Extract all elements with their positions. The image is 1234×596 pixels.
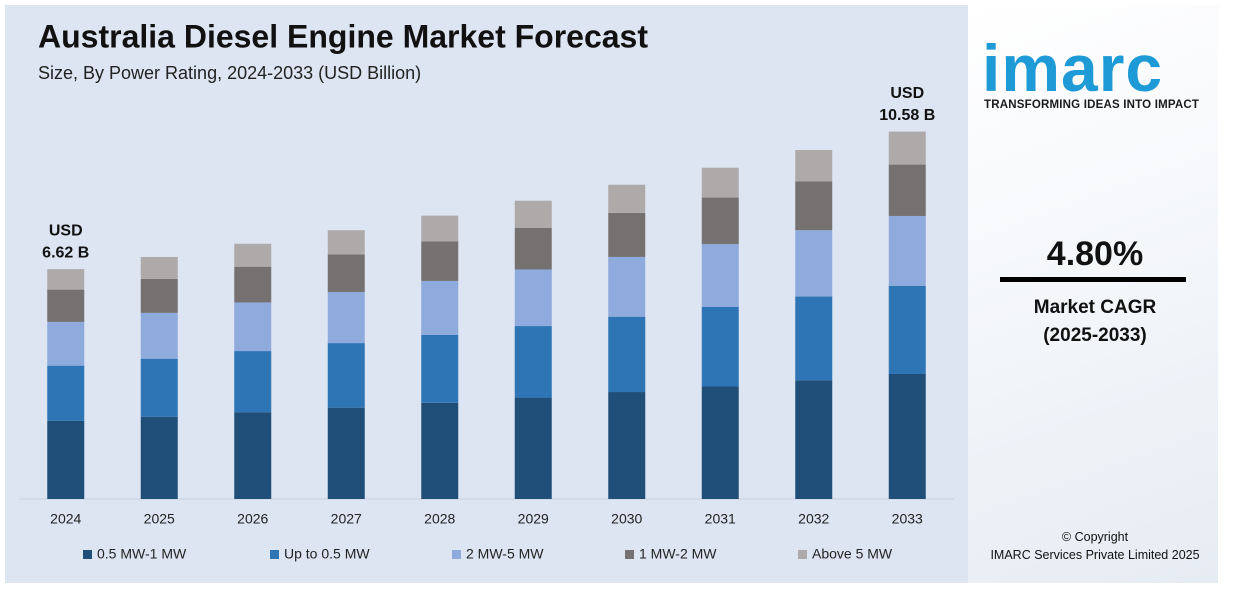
bar-segment xyxy=(327,230,365,255)
x-tick-label: 2030 xyxy=(611,511,642,527)
legend-swatch xyxy=(270,550,279,559)
bar-segment xyxy=(795,149,833,182)
cagr-period: (2025-2033) xyxy=(1043,325,1147,346)
bar-segment xyxy=(421,215,459,242)
bar-segment xyxy=(327,407,365,499)
bar-segment xyxy=(47,420,85,499)
legend-swatch xyxy=(798,550,807,559)
bar-segment xyxy=(47,269,85,290)
bar-segment xyxy=(608,184,646,213)
bar-segment xyxy=(327,292,365,344)
bar-segment xyxy=(140,256,178,279)
bar-segment xyxy=(795,181,833,231)
bar-segment xyxy=(421,241,459,281)
bar-segment xyxy=(795,296,833,381)
total-label: USD xyxy=(49,222,83,239)
bar-segment xyxy=(421,402,459,499)
bar-segment xyxy=(888,164,926,216)
bar-segment xyxy=(888,131,926,165)
bar-segment xyxy=(327,343,365,408)
legend-swatch xyxy=(625,550,634,559)
bar-segment xyxy=(514,200,552,228)
x-tick-label: 2033 xyxy=(892,511,923,527)
bar-segment xyxy=(701,386,739,499)
legend-swatch xyxy=(452,550,461,559)
bar-segment xyxy=(701,167,739,198)
bar-segment xyxy=(421,280,459,335)
cagr-label: Market CAGR xyxy=(1033,297,1157,318)
tagline: TRANSFORMING IDEAS INTO IMPACT xyxy=(984,99,1200,111)
bar-segment xyxy=(888,215,926,286)
bar-segment xyxy=(701,244,739,307)
bar-segment xyxy=(140,416,178,499)
bar-segment xyxy=(701,197,739,245)
total-label: 10.58 B xyxy=(879,107,935,124)
bar-segment xyxy=(327,254,365,293)
divider xyxy=(1000,277,1186,282)
x-tick-label: 2028 xyxy=(424,511,455,527)
x-tick-label: 2029 xyxy=(518,511,549,527)
legend-label: Up to 0.5 MW xyxy=(284,546,370,562)
cagr-value: 4.80% xyxy=(1046,235,1144,273)
x-tick-label: 2026 xyxy=(237,511,268,527)
sidebar: imarc TRANSFORMING IDEAS INTO IMPACT 4.8… xyxy=(968,5,1218,583)
bar-segment xyxy=(234,243,272,267)
legend-label: 0.5 MW-1 MW xyxy=(97,546,187,562)
bar-segment xyxy=(514,397,552,499)
bar-segment xyxy=(514,326,552,398)
bar-segment xyxy=(234,266,272,303)
x-tick-label: 2024 xyxy=(50,511,81,527)
company: IMARC Services Private Limited 2025 xyxy=(990,548,1200,562)
bar-segment xyxy=(795,380,833,499)
bar-segment xyxy=(140,278,178,313)
bar-segment xyxy=(234,302,272,352)
bar-segment xyxy=(234,412,272,499)
x-tick-label: 2025 xyxy=(144,511,175,527)
bar-segment xyxy=(514,269,552,327)
bar-segment xyxy=(608,256,646,317)
chart-title: Australia Diesel Engine Market Forecast xyxy=(38,18,648,54)
bar-segment xyxy=(888,285,926,374)
legend-label: 2 MW-5 MW xyxy=(466,546,544,562)
x-tick-label: 2027 xyxy=(331,511,362,527)
bar-segment xyxy=(608,316,646,393)
bar-segment xyxy=(608,392,646,499)
legend-label: Above 5 MW xyxy=(812,546,893,562)
legend-label: 1 MW-2 MW xyxy=(639,546,717,562)
bar-segment xyxy=(421,334,459,403)
bar-segment xyxy=(608,212,646,257)
legend-swatch xyxy=(83,550,92,559)
bar-segment xyxy=(701,306,739,387)
x-tick-label: 2031 xyxy=(705,511,736,527)
bar-segment xyxy=(47,289,85,322)
logo: imarc xyxy=(982,31,1164,105)
bar-segment xyxy=(795,230,833,297)
bar-segment xyxy=(140,312,178,359)
total-label: USD xyxy=(890,85,924,102)
x-tick-label: 2032 xyxy=(798,511,829,527)
bar-segment xyxy=(514,227,552,270)
total-label: 6.62 B xyxy=(42,244,89,261)
copyright: © Copyright xyxy=(1061,530,1129,544)
bar-segment xyxy=(888,373,926,499)
bar-segment xyxy=(47,365,85,421)
chart: Australia Diesel Engine Market Forecast … xyxy=(5,5,968,583)
bar-segment xyxy=(140,358,178,417)
bar-segment xyxy=(234,351,272,413)
bar-segment xyxy=(47,321,85,366)
chart-subtitle: Size, By Power Rating, 2024-2033 (USD Bi… xyxy=(38,63,421,83)
